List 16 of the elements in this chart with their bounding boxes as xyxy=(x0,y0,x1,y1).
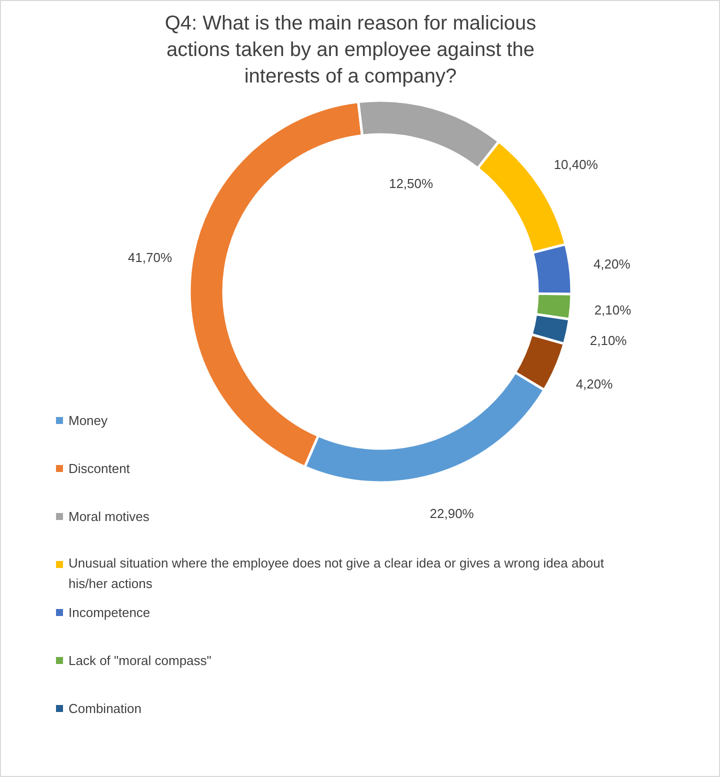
data-label: 41,70% xyxy=(128,250,172,266)
data-label: 4,20% xyxy=(576,376,614,392)
data-label: 10,40% xyxy=(554,157,598,172)
data-label: 4,20% xyxy=(593,256,631,272)
legend-label: Money xyxy=(68,413,108,428)
legend-label: Moral motives xyxy=(68,509,150,524)
data-label: 12,50% xyxy=(388,176,434,192)
legend-label: Combination xyxy=(68,701,142,716)
legend-label: Unusual situation where the employee does not give a clear idea or gives a wrong idea about his/her actions xyxy=(68,556,604,591)
legend-label: Incompetence xyxy=(68,605,150,620)
data-label: 2,10% xyxy=(590,332,628,348)
data-label: 22,90% xyxy=(430,506,474,521)
data-label: 2,10% xyxy=(594,302,632,318)
legend-label: Lack of "moral compass" xyxy=(68,653,212,668)
chart-title: Q4: What is the main reason for malicious actions taken by an employee against the interests of a company? xyxy=(164,12,536,88)
legend-label: Discontent xyxy=(68,461,130,476)
